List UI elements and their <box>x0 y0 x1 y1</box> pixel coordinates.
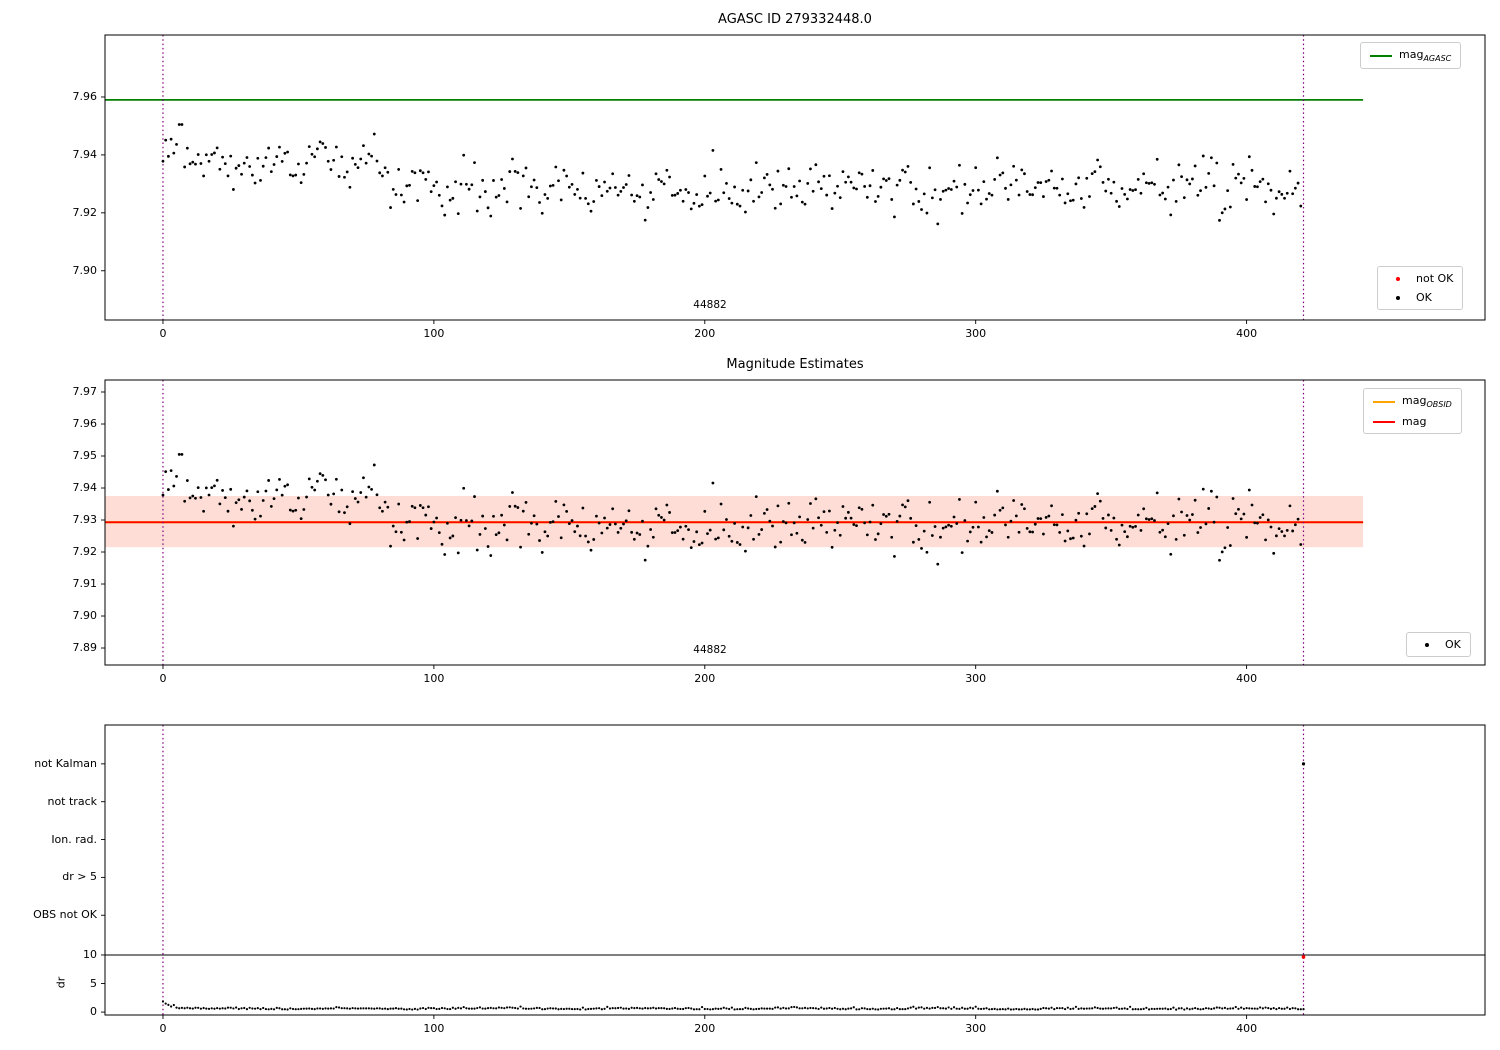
ok-dot-icon <box>1416 642 1438 647</box>
y-tick-label: 7.90 <box>72 609 98 622</box>
x-tick-label: 200 <box>694 672 716 685</box>
legend-label-not-ok: not OK <box>1416 272 1454 285</box>
legend-label-mag: mag <box>1402 415 1427 429</box>
mag-line-sample <box>1373 420 1395 423</box>
dr-tick-label: 0 <box>90 1005 97 1019</box>
legend-entry-not-ok: not OK <box>1387 272 1453 285</box>
y-tick-label: 7.95 <box>72 449 98 462</box>
y-tick-label: 7.91 <box>72 577 98 590</box>
flag-row-label: OBS not OK <box>33 908 97 922</box>
y-tick-label: 7.97 <box>72 385 98 398</box>
y-tick-label: 7.93 <box>72 513 98 526</box>
obsid-annotation-top: 44882 <box>693 299 727 311</box>
flag-row-label: Ion. rad. <box>51 832 97 846</box>
x-tick-label: 300 <box>965 1022 987 1035</box>
plot1-title: AGASC ID 279332448.0 <box>718 12 872 27</box>
y-tick-label: 7.96 <box>72 417 98 430</box>
not-ok-dot-icon <box>1387 276 1409 281</box>
legend-mag-lines[interactable]: magOBSID mag <box>1363 388 1462 435</box>
x-tick-label: 300 <box>965 672 987 685</box>
y-tick-label: 7.96 <box>72 89 98 103</box>
plot2-title: Magnitude Estimates <box>726 357 864 372</box>
legend-entry-mag-obsid: magOBSID <box>1373 394 1452 409</box>
flag-row-label: not Kalman <box>34 756 97 770</box>
legend-entry-ok: OK <box>1387 291 1453 304</box>
x-tick-label: 100 <box>423 1022 445 1035</box>
legend-point-status[interactable]: not OK OK <box>1377 266 1464 310</box>
x-tick-label: 400 <box>1236 327 1258 340</box>
legend-label-ok: OK <box>1416 291 1432 304</box>
x-tick-label: 0 <box>159 327 167 340</box>
dr-tick-label: 5 <box>90 976 97 990</box>
y-tick-label: 7.94 <box>72 481 98 494</box>
x-tick-label: 0 <box>159 672 167 685</box>
ok-dot-icon <box>1387 295 1409 300</box>
x-tick-label: 200 <box>694 1022 716 1035</box>
legend-entry-mag-agasc: magAGASC <box>1370 48 1451 63</box>
y-tick-label: 7.92 <box>72 205 98 219</box>
y-tick-label: 7.90 <box>72 263 98 277</box>
legend-entry-ok-middle: OK <box>1416 638 1461 651</box>
legend-label-ok-middle: OK <box>1445 638 1461 651</box>
obsid-line-sample <box>1373 400 1395 403</box>
obsid-annotation-middle: 44882 <box>693 644 727 656</box>
y-tick-label: 7.94 <box>72 147 98 161</box>
legend-ok-middle[interactable]: OK <box>1406 632 1471 657</box>
x-tick-label: 300 <box>965 327 987 340</box>
x-tick-label: 100 <box>423 327 445 340</box>
legend-label-mag-obsid: magOBSID <box>1402 394 1452 410</box>
y-tick-label: 7.89 <box>72 641 98 654</box>
agasc-line-sample <box>1370 54 1392 57</box>
x-tick-label: 0 <box>159 1022 167 1035</box>
x-tick-label: 400 <box>1236 1022 1258 1035</box>
y-tick-label: 7.92 <box>72 545 98 558</box>
dr-tick-label: 10 <box>83 947 97 961</box>
x-tick-label: 200 <box>694 327 716 340</box>
flag-row-label: dr > 5 <box>62 870 97 884</box>
x-tick-label: 400 <box>1236 672 1258 685</box>
flag-row-label: not track <box>47 794 97 808</box>
legend-entry-mag: mag <box>1373 415 1452 428</box>
legend-label-mag-agasc: magAGASC <box>1399 48 1452 64</box>
legend-mag-agasc[interactable]: magAGASC <box>1360 42 1462 70</box>
x-tick-label: 100 <box>423 672 445 685</box>
